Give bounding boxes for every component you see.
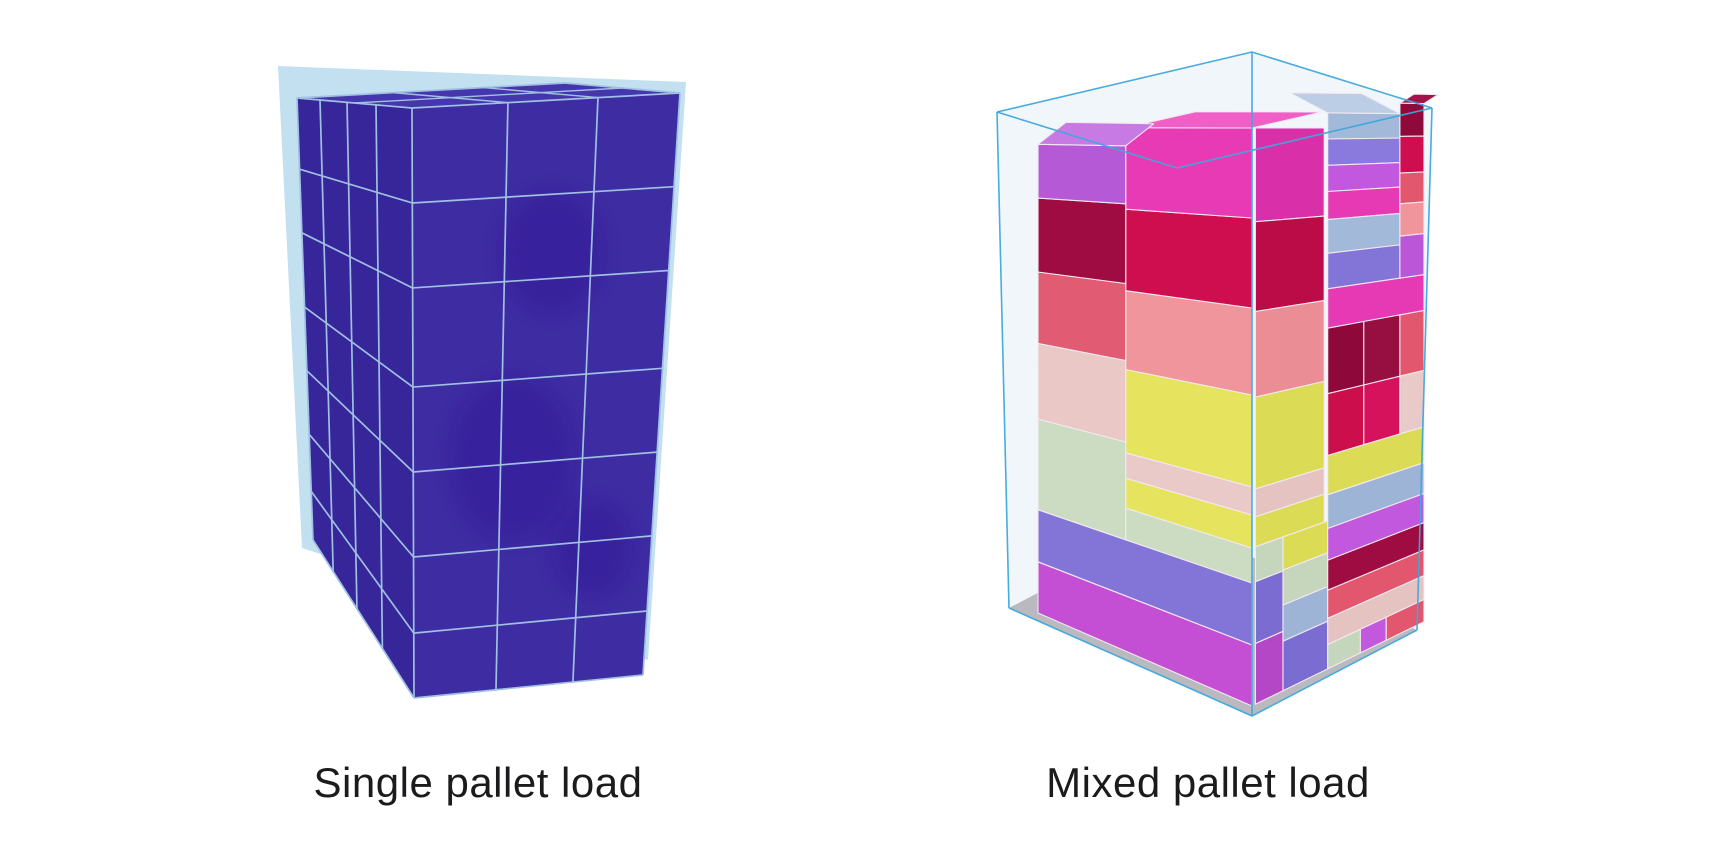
pallet-grid-line xyxy=(413,610,648,634)
pallet-grid-line xyxy=(413,451,658,473)
pallet-grid-line xyxy=(412,269,669,289)
pallet-box xyxy=(1254,300,1325,398)
single-pallet-3d xyxy=(278,66,686,699)
pallet-grid-line xyxy=(411,92,681,109)
pallet-grid-line xyxy=(296,82,566,99)
pallet-box xyxy=(1385,598,1425,641)
pallet-grid-line xyxy=(413,535,652,558)
pallet-grid-line xyxy=(299,168,413,204)
pallet-box xyxy=(1399,309,1425,377)
pallet-box xyxy=(1399,201,1425,237)
pallet-grid-line xyxy=(301,232,413,289)
container-wire-edge xyxy=(996,111,1010,609)
pallet-box xyxy=(1399,233,1425,279)
mixed-pallet-caption: Mixed pallet load xyxy=(1046,759,1370,806)
pallet-grid-line xyxy=(312,539,415,699)
pallet-box-top xyxy=(1289,92,1401,115)
pallet-grid-line xyxy=(354,87,623,104)
pallet-box xyxy=(1125,127,1253,219)
pallet-box-top xyxy=(1037,121,1155,147)
pallet-box xyxy=(1327,384,1365,457)
container-wire-edge xyxy=(1251,51,1433,109)
container-wire-edge xyxy=(996,111,1178,169)
pallet-grid-line xyxy=(296,97,413,109)
pallet-grid-line xyxy=(413,674,644,699)
pallet-box xyxy=(1399,171,1425,205)
pallet-box xyxy=(1327,112,1401,140)
pallet-grid-line xyxy=(642,92,681,676)
pallet-box xyxy=(1327,162,1401,193)
pallet-box xyxy=(1363,314,1401,386)
pallet-shading-patch xyxy=(552,500,632,596)
container-wire-edge xyxy=(996,51,1253,113)
container-wire-edge xyxy=(1176,107,1433,169)
pallet-box-top xyxy=(1125,111,1323,129)
pallet-box xyxy=(1399,369,1425,435)
pallet-grid-line xyxy=(375,104,384,649)
pallet-grid-line xyxy=(495,102,509,690)
pallet-box xyxy=(1399,102,1425,137)
pallet-box xyxy=(1327,137,1401,166)
pallet-box xyxy=(1399,135,1425,174)
single-pallet-caption: Single pallet load xyxy=(314,759,643,806)
container-wire-edge xyxy=(1008,607,1253,717)
pallet-grid-line xyxy=(411,107,415,699)
container-wire-edge xyxy=(1251,629,1418,717)
pallet-grid-line xyxy=(572,97,599,683)
pallet-shading-patch xyxy=(500,190,604,314)
pallet-grid-line xyxy=(306,370,414,473)
mixed-pallet-3d xyxy=(996,51,1439,717)
container-wire-edge xyxy=(1416,107,1433,631)
pallet-grid-line xyxy=(319,99,335,572)
pallet-box xyxy=(1254,215,1325,313)
pallet-grid-line xyxy=(304,306,414,388)
pallet-grid-line xyxy=(308,433,415,558)
pallet-box xyxy=(1037,143,1127,205)
pallet-box xyxy=(1125,208,1253,309)
pallet-box xyxy=(1363,375,1401,446)
pallet-box-top xyxy=(1399,93,1439,105)
pallet-left-face xyxy=(297,98,414,698)
pallet-box xyxy=(1327,320,1365,395)
pallet-grid-line xyxy=(412,367,663,388)
pallet-box xyxy=(1254,630,1284,705)
pallet-grid-line xyxy=(296,97,314,541)
pallet-shading-patch xyxy=(450,376,574,540)
pallet-box xyxy=(1037,197,1127,285)
pallet-grid-line xyxy=(346,102,358,609)
pallet-grid-line xyxy=(412,185,675,204)
pallet-grid-line xyxy=(310,490,415,634)
pallet-grid-line xyxy=(564,82,681,94)
